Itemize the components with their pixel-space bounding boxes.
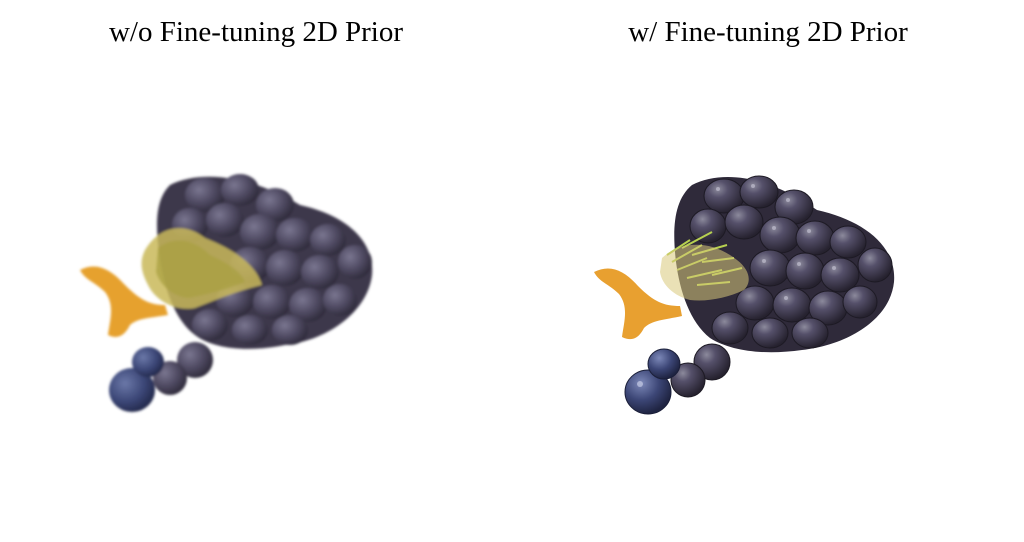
right-panel-title: w/ Fine-tuning 2D Prior — [628, 16, 908, 48]
grape-render-without-finetuning — [80, 174, 373, 412]
right-panel: w/ Fine-tuning 2D Prior — [512, 0, 1024, 542]
grape-render-with-finetuning — [594, 175, 895, 415]
left-panel: w/o Fine-tuning 2D Prior — [80, 16, 404, 412]
left-panel-title: w/o Fine-tuning 2D Prior — [108, 16, 404, 48]
